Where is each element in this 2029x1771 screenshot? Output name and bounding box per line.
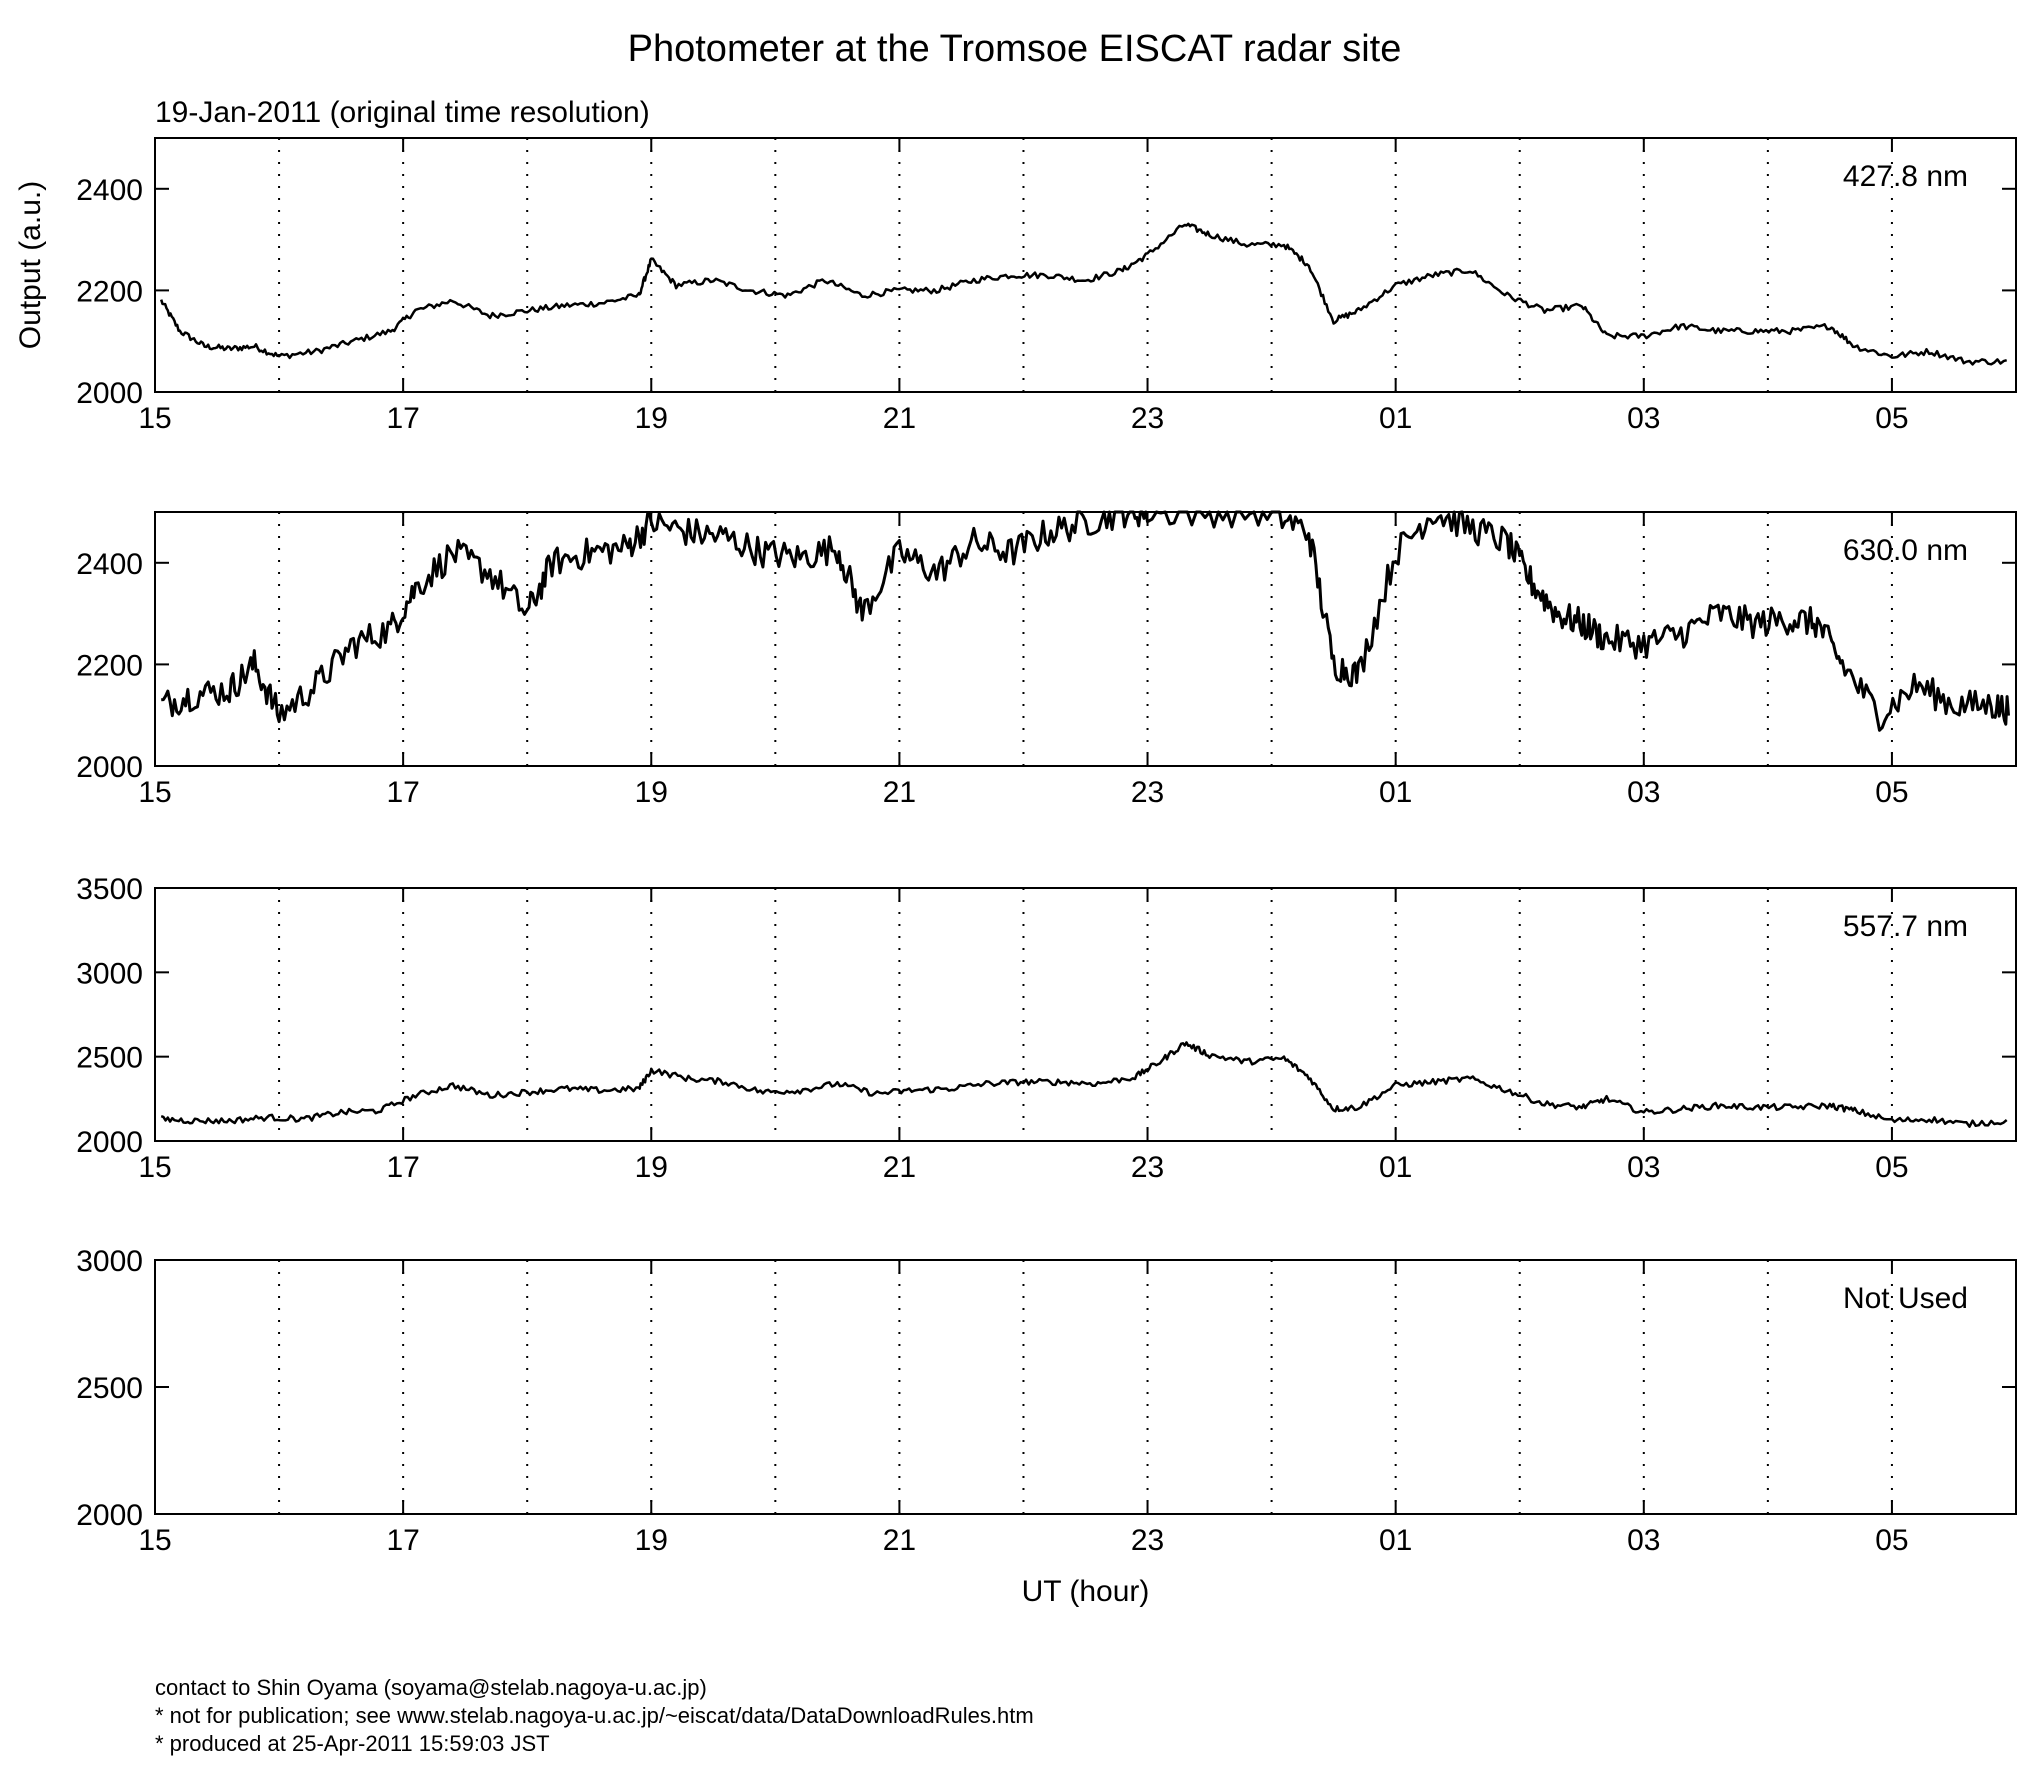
x-tick-label: 03 — [1627, 776, 1660, 809]
x-tick-label: 05 — [1875, 776, 1908, 809]
x-tick-label: 17 — [386, 1151, 419, 1184]
y-tick-label: 3000 — [76, 957, 143, 990]
series-line-427-8-nm — [160, 222, 2008, 366]
x-tick-label: 01 — [1379, 776, 1412, 809]
axes-box — [154, 137, 2017, 393]
y-tick-label: 2500 — [76, 1042, 143, 1075]
x-tick-label: 17 — [386, 1524, 419, 1557]
x-axis-label: UT (hour) — [1022, 1575, 1150, 1608]
x-tick-label: 03 — [1627, 1524, 1660, 1557]
x-tick-label: 01 — [1379, 1151, 1412, 1184]
x-tick-label: 17 — [386, 776, 419, 809]
series-line-557-7-nm — [160, 1041, 2008, 1128]
panel-label: 427.8 nm — [1843, 160, 1968, 193]
x-tick-label: 21 — [883, 776, 916, 809]
footer-contact: contact to Shin Oyama (soyama@stelab.nag… — [155, 1675, 707, 1700]
x-tick-label: 21 — [883, 1151, 916, 1184]
x-tick-label: 01 — [1379, 402, 1412, 435]
panel-label: 557.7 nm — [1843, 910, 1968, 943]
x-tick-label: 05 — [1875, 1524, 1908, 1557]
x-tick-label: 23 — [1131, 776, 1164, 809]
footer-publication-note: * not for publication; see www.stelab.na… — [155, 1703, 1034, 1728]
y-tick-label: 3500 — [76, 873, 143, 906]
x-tick-label: 01 — [1379, 1524, 1412, 1557]
chart-subtitle: 19-Jan-2011 (original time resolution) — [155, 96, 650, 129]
x-tick-label: 21 — [883, 1524, 916, 1557]
y-tick-label: 2000 — [76, 751, 143, 784]
y-tick-label: 2000 — [76, 1126, 143, 1159]
x-tick-label: 03 — [1627, 402, 1660, 435]
x-tick-label: 05 — [1875, 1151, 1908, 1184]
axes-box — [154, 511, 2017, 767]
x-tick-label: 15 — [138, 776, 171, 809]
x-tick-label: 15 — [138, 402, 171, 435]
x-tick-label: 23 — [1131, 402, 1164, 435]
series-line-630-0-nm — [161, 510, 2010, 732]
panel-label: Not Used — [1843, 1282, 1968, 1315]
axes-box — [154, 887, 2017, 1142]
x-tick-label: 19 — [635, 402, 668, 435]
chart-title: Photometer at the Tromsoe EISCAT radar s… — [627, 28, 1402, 70]
x-tick-label: 19 — [635, 1524, 668, 1557]
axes-box — [154, 1259, 2017, 1515]
x-tick-label: 21 — [883, 402, 916, 435]
x-tick-label: 23 — [1131, 1524, 1164, 1557]
y-tick-label: 2200 — [76, 275, 143, 308]
y-tick-label: 2200 — [76, 649, 143, 682]
y-axis-label: Output (a.u.) — [14, 181, 47, 349]
y-tick-label: 2500 — [76, 1372, 143, 1405]
x-tick-label: 15 — [138, 1524, 171, 1557]
y-tick-label: 2000 — [76, 377, 143, 410]
x-tick-label: 23 — [1131, 1151, 1164, 1184]
x-tick-label: 19 — [635, 1151, 668, 1184]
y-tick-label: 2400 — [76, 548, 143, 581]
panel-label: 630.0 nm — [1843, 534, 1968, 567]
x-tick-label: 17 — [386, 402, 419, 435]
y-tick-label: 3000 — [76, 1245, 143, 1278]
x-tick-label: 19 — [635, 776, 668, 809]
x-tick-label: 15 — [138, 1151, 171, 1184]
y-tick-label: 2000 — [76, 1499, 143, 1532]
x-tick-label: 03 — [1627, 1151, 1660, 1184]
x-tick-label: 05 — [1875, 402, 1908, 435]
y-tick-label: 2400 — [76, 174, 143, 207]
footer-produced-note: * produced at 25-Apr-2011 15:59:03 JST — [155, 1731, 550, 1756]
